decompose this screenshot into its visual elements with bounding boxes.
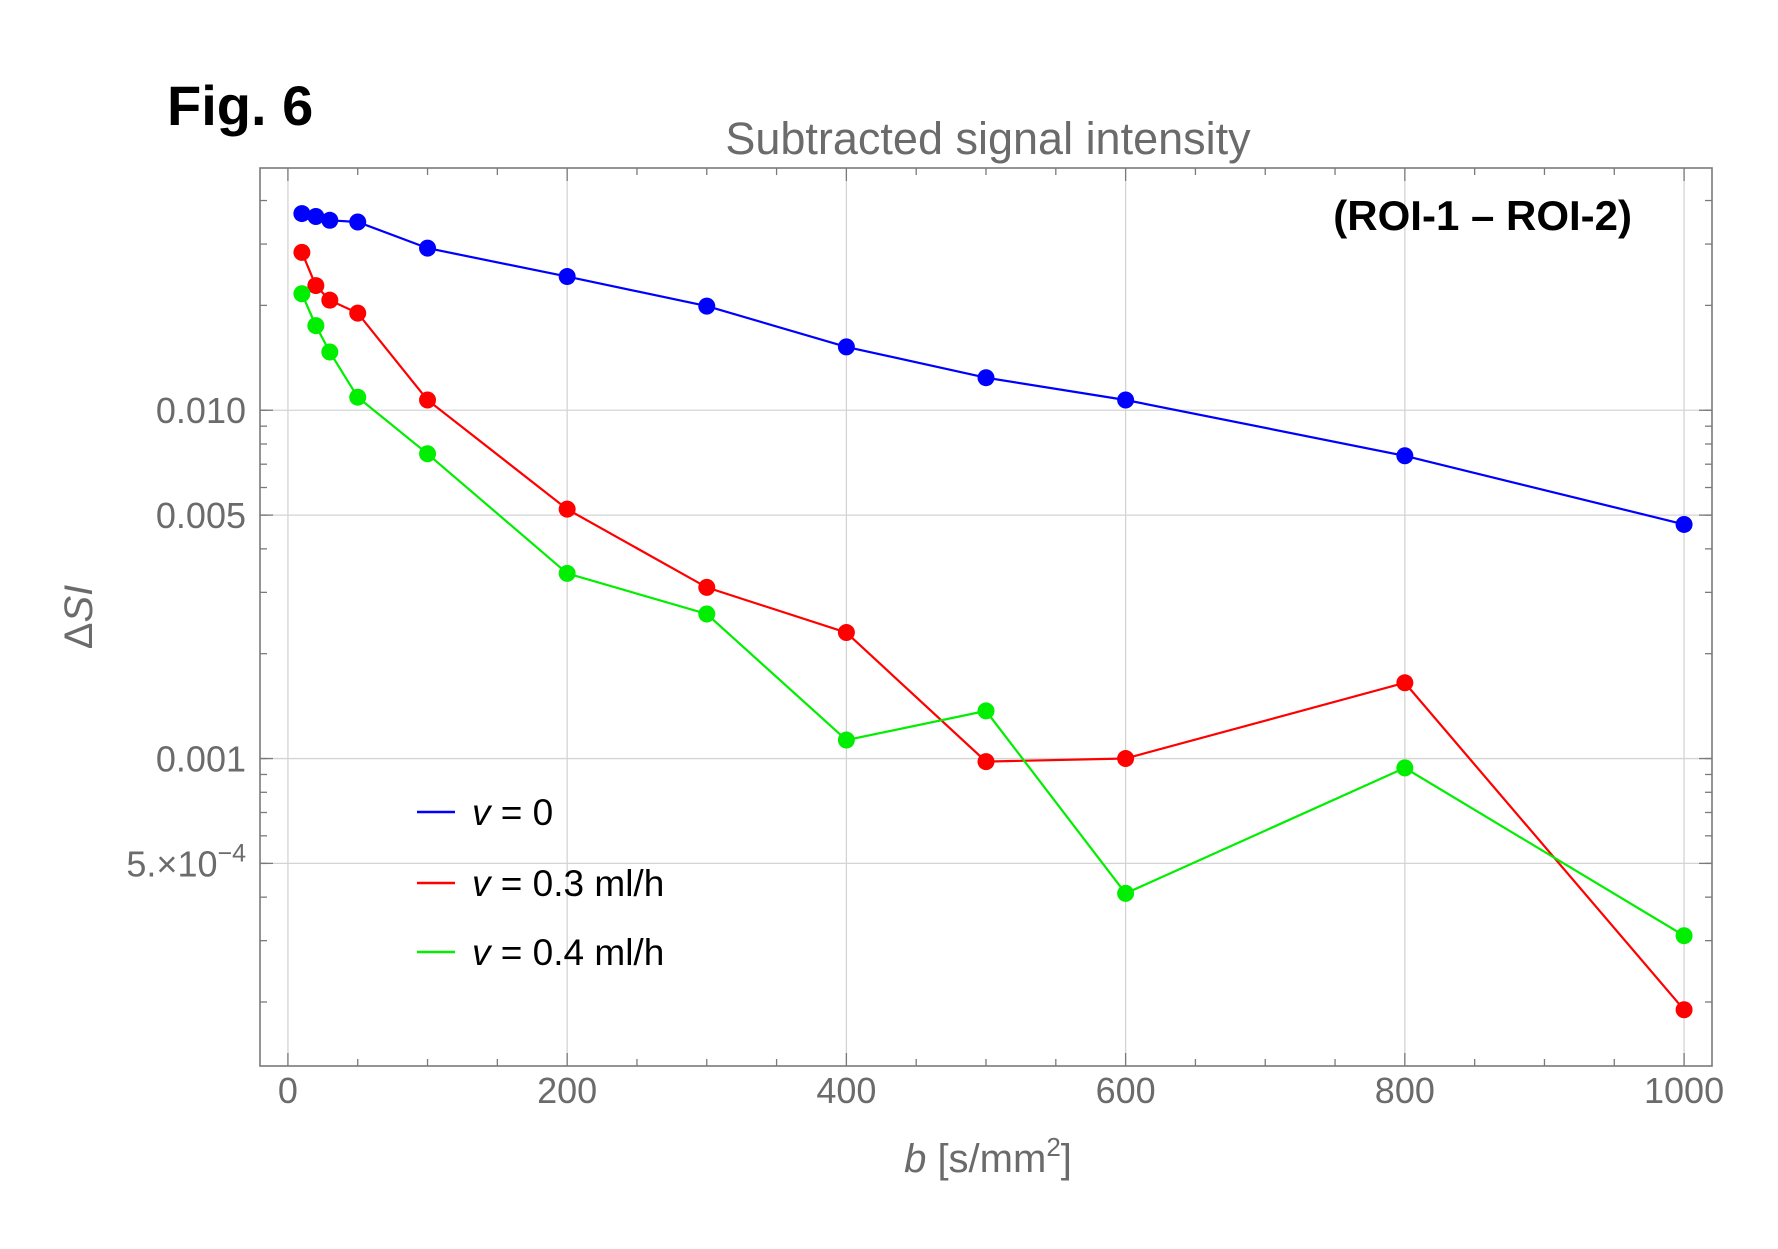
data-point-series-1	[321, 211, 339, 229]
data-point-series-1	[293, 205, 311, 223]
legend-label-3: v = 0.4 ml/h	[472, 932, 664, 973]
x-axis-unit-exponent: 2	[1046, 1132, 1060, 1162]
legend-label-1: v = 0	[472, 792, 553, 833]
axis-ticks: 0 200 400 600 800 1000 0.010 0.005 0.001 5.×10−4	[126, 168, 1724, 1111]
series-layer	[293, 205, 1693, 1019]
data-point-series-2	[321, 291, 339, 309]
data-point-series-1	[837, 338, 855, 356]
y-tick-label: 5.×10−4	[126, 839, 246, 884]
data-point-series-1	[558, 268, 576, 286]
x-axis-var: b	[904, 1137, 926, 1181]
x-tick-label: 1000	[1644, 1070, 1724, 1111]
data-point-series-2	[698, 578, 716, 596]
x-axis-label: b [s/mm2]	[904, 1132, 1072, 1181]
data-point-series-1	[419, 239, 437, 257]
data-point-series-2	[307, 277, 325, 295]
x-tick-label: 200	[537, 1070, 597, 1111]
data-point-series-2	[1675, 1001, 1693, 1019]
data-point-series-3	[1117, 884, 1135, 902]
y-axis-label: ΔSI	[57, 585, 101, 650]
data-point-series-2	[1396, 674, 1414, 692]
data-point-series-1	[977, 369, 995, 387]
data-point-series-3	[293, 285, 311, 303]
data-point-series-3	[419, 445, 437, 463]
y-tick-label: 0.001	[156, 739, 246, 780]
y-axis-delta: Δ	[57, 623, 101, 650]
data-point-series-1	[1117, 391, 1135, 409]
y-tick-label: 0.010	[156, 390, 246, 431]
data-point-series-1	[307, 207, 325, 225]
data-point-series-1	[349, 213, 367, 231]
x-axis-unit-close: ]	[1061, 1137, 1072, 1181]
data-point-series-2	[837, 624, 855, 642]
data-point-series-1	[1396, 447, 1414, 465]
x-tick-label: 800	[1375, 1070, 1435, 1111]
data-point-series-3	[698, 605, 716, 623]
data-point-series-2	[1117, 750, 1135, 768]
data-point-series-3	[349, 388, 367, 406]
data-point-series-3	[1396, 759, 1414, 777]
data-point-series-1	[698, 297, 716, 315]
data-point-series-2	[293, 243, 311, 261]
legend: v = 0 v = 0.3 ml/h v = 0.4 ml/h	[417, 792, 664, 973]
data-point-series-3	[977, 702, 995, 720]
series-line-1	[301, 212, 1685, 526]
x-tick-label: 400	[816, 1070, 876, 1111]
legend-label-2: v = 0.3 ml/h	[472, 863, 664, 904]
data-point-series-3	[307, 317, 325, 335]
x-tick-label: 600	[1096, 1070, 1156, 1111]
roi-annotation: (ROI-1 – ROI-2)	[1333, 192, 1632, 239]
data-point-series-2	[558, 500, 576, 518]
figure-label: Fig. 6	[167, 74, 313, 137]
chart-title: Subtracted signal intensity	[725, 113, 1251, 164]
y-axis-var: SI	[57, 585, 101, 623]
y-tick-label: 0.005	[156, 495, 246, 536]
series-line-3	[300, 293, 1685, 937]
data-point-series-3	[321, 343, 339, 361]
x-tick-label: 0	[278, 1070, 298, 1111]
data-point-series-2	[419, 391, 437, 409]
data-point-series-3	[1675, 927, 1693, 945]
data-point-series-3	[837, 731, 855, 749]
x-axis-unit: [s/mm	[926, 1137, 1046, 1181]
data-point-series-2	[977, 753, 995, 771]
data-point-series-1	[1675, 515, 1693, 533]
data-point-series-2	[349, 304, 367, 322]
data-point-series-3	[558, 564, 576, 582]
